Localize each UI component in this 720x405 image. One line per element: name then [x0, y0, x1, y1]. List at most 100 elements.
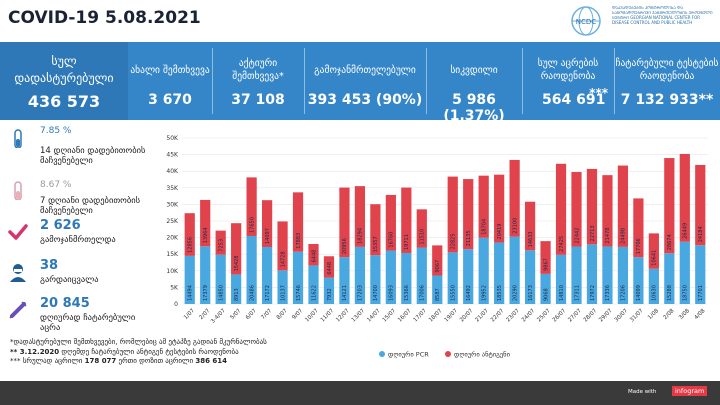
infogram-badge[interactable]: infogram: [672, 386, 708, 396]
data-label-pcr: 14700: [373, 285, 379, 301]
stat-label: სიკვდილი: [450, 64, 498, 76]
made-with-text: Made with: [628, 389, 657, 395]
bar-antigen: [432, 245, 443, 276]
stat-total-confirmed: სულ დადასტურებული 436 573: [0, 42, 128, 120]
data-label-antigen: 10641: [652, 250, 658, 266]
bar-antigen: [308, 244, 319, 266]
footnote-3-c: ერთი დოზით აცრილი: [118, 357, 194, 365]
bar-antigen: [246, 177, 257, 236]
data-label-antigen: 21135: [466, 230, 472, 246]
x-tick-label: 14/07: [366, 308, 382, 324]
x-tick-label: 3/08: [678, 308, 691, 321]
stat-value: 5 986 (1.37%): [443, 92, 505, 124]
x-tick-label: 3-4/07: [210, 308, 227, 325]
stat-deaths: სიკვდილი 5 986 (1.37%): [426, 42, 522, 125]
data-label-pcr: 7932: [327, 288, 333, 301]
data-label-antigen: 18704: [481, 219, 487, 235]
legend-label-antigen: დღიური ანტიგენი: [454, 350, 511, 359]
bar-antigen: [215, 230, 226, 255]
data-label-antigen: 17650: [249, 217, 255, 233]
bar-pcr: [540, 273, 551, 304]
data-label-pcr: 17203: [358, 285, 364, 301]
data-label-antigen: 14097: [265, 228, 271, 244]
bar-pcr: [292, 251, 304, 304]
bar-pcr: [184, 255, 195, 304]
footer-bar: [0, 381, 720, 405]
data-label-pcr: 14850: [218, 285, 224, 301]
x-tick-label: 7/07: [260, 308, 273, 321]
y-tick-label: 15K: [166, 251, 179, 258]
bar-pcr: [679, 241, 690, 304]
data-label-antigen: 9067: [435, 260, 441, 273]
data-label-antigen: 14633: [528, 231, 534, 247]
bar-antigen: [679, 153, 690, 242]
positivity-7-value: 8.67 %: [40, 180, 72, 190]
bar-pcr: [385, 250, 396, 304]
x-tick-label: 28/07: [583, 308, 599, 324]
person-mask-icon: [10, 264, 26, 282]
x-tick-label: 19/07: [444, 308, 460, 324]
y-tick-label: 20K: [166, 235, 179, 242]
stat-active-cases: აქტიური შემთხვევა* 37 108: [212, 42, 304, 120]
data-label-antigen: 27425: [559, 236, 565, 252]
checkmark-icon: [8, 224, 28, 240]
data-label-antigen: 16760: [389, 232, 395, 248]
bar-pcr: [494, 242, 505, 304]
stat-label: ჩატარებული ტესტების რაოდენობა: [615, 58, 719, 82]
y-tick-label: 10K: [166, 268, 179, 275]
data-label-antigen: 26449: [683, 223, 689, 239]
bar-pcr: [370, 255, 381, 304]
data-label-pcr: 15746: [296, 285, 302, 301]
data-label-pcr: 15550: [451, 285, 457, 301]
data-label-antigen: 15357: [373, 236, 379, 252]
bar-pcr: [339, 257, 350, 304]
bar-antigen: [494, 174, 505, 243]
x-tick-label: 9/07: [291, 308, 304, 321]
data-label-pcr: 14099: [636, 285, 642, 301]
x-tick-label: 17/07: [413, 308, 429, 324]
footnote-1: *დადასტურებული შემთხვევები, რომლებიც ამ …: [10, 338, 267, 346]
deaths-today-value: 38: [40, 258, 59, 273]
x-tick-label: 22/07: [490, 308, 506, 324]
legend-marker-pcr: [379, 351, 385, 357]
x-tick-label: 25/07: [536, 308, 552, 324]
footnote-3-d: 386 614: [195, 357, 228, 365]
page-title: COVID-19 5.08.2021: [8, 8, 201, 28]
bar-antigen: [231, 223, 242, 275]
bar-pcr: [354, 246, 366, 304]
footnote-3: *** სრულად აცრილი 178 077 ერთი დოზით აცრ…: [10, 357, 267, 367]
data-label-pcr: 17972: [590, 285, 596, 301]
bar-antigen: [695, 164, 706, 246]
bar-pcr: [261, 246, 273, 304]
data-label-pcr: 19952: [481, 285, 487, 301]
bar-pcr: [586, 244, 598, 304]
bar-pcr: [695, 245, 706, 304]
stat-tests: ჩატარებული ტესტების რაოდენობა 7 132 933*…: [614, 42, 720, 120]
stat-label: გამოჯანმრთელებული: [314, 64, 416, 76]
daily-vaccinations-label: დღიურად ჩატარებული აცრა: [40, 313, 136, 333]
x-tick-label: 16/07: [397, 308, 413, 324]
bar-antigen: [602, 175, 613, 247]
bar-pcr: [664, 253, 675, 304]
data-label-pcr: 18535: [497, 285, 503, 301]
footnote-3-mark: ***: [10, 357, 21, 365]
test-tube-icon: [14, 129, 22, 148]
footnote-3-b: 178 077: [84, 357, 117, 365]
x-tick-label: 21/07: [474, 308, 490, 324]
x-tick-label: 5/07: [229, 308, 242, 321]
stat-value: 37 108: [231, 92, 285, 108]
bar-antigen: [447, 176, 458, 253]
data-label-antigen: 18294: [358, 228, 364, 244]
stat-label: ახალი შემთხვევა: [130, 64, 210, 76]
bar-antigen: [339, 187, 350, 258]
bar-pcr: [571, 246, 582, 304]
recovered-today-label: გამოჯანმრთელდა: [40, 235, 116, 245]
x-tick-label: 15/07: [382, 308, 398, 324]
bar-pcr: [323, 277, 335, 304]
stat-value: 564 691: [542, 92, 606, 108]
x-tick-label: 11/07: [320, 308, 336, 324]
x-tick-label: 27/07: [567, 308, 583, 324]
stats-bar: სულ დადასტურებული 436 573 ახალი შემთხვევ…: [0, 42, 720, 125]
bar-antigen: [571, 172, 582, 247]
stat-value: 3 670: [148, 92, 192, 108]
